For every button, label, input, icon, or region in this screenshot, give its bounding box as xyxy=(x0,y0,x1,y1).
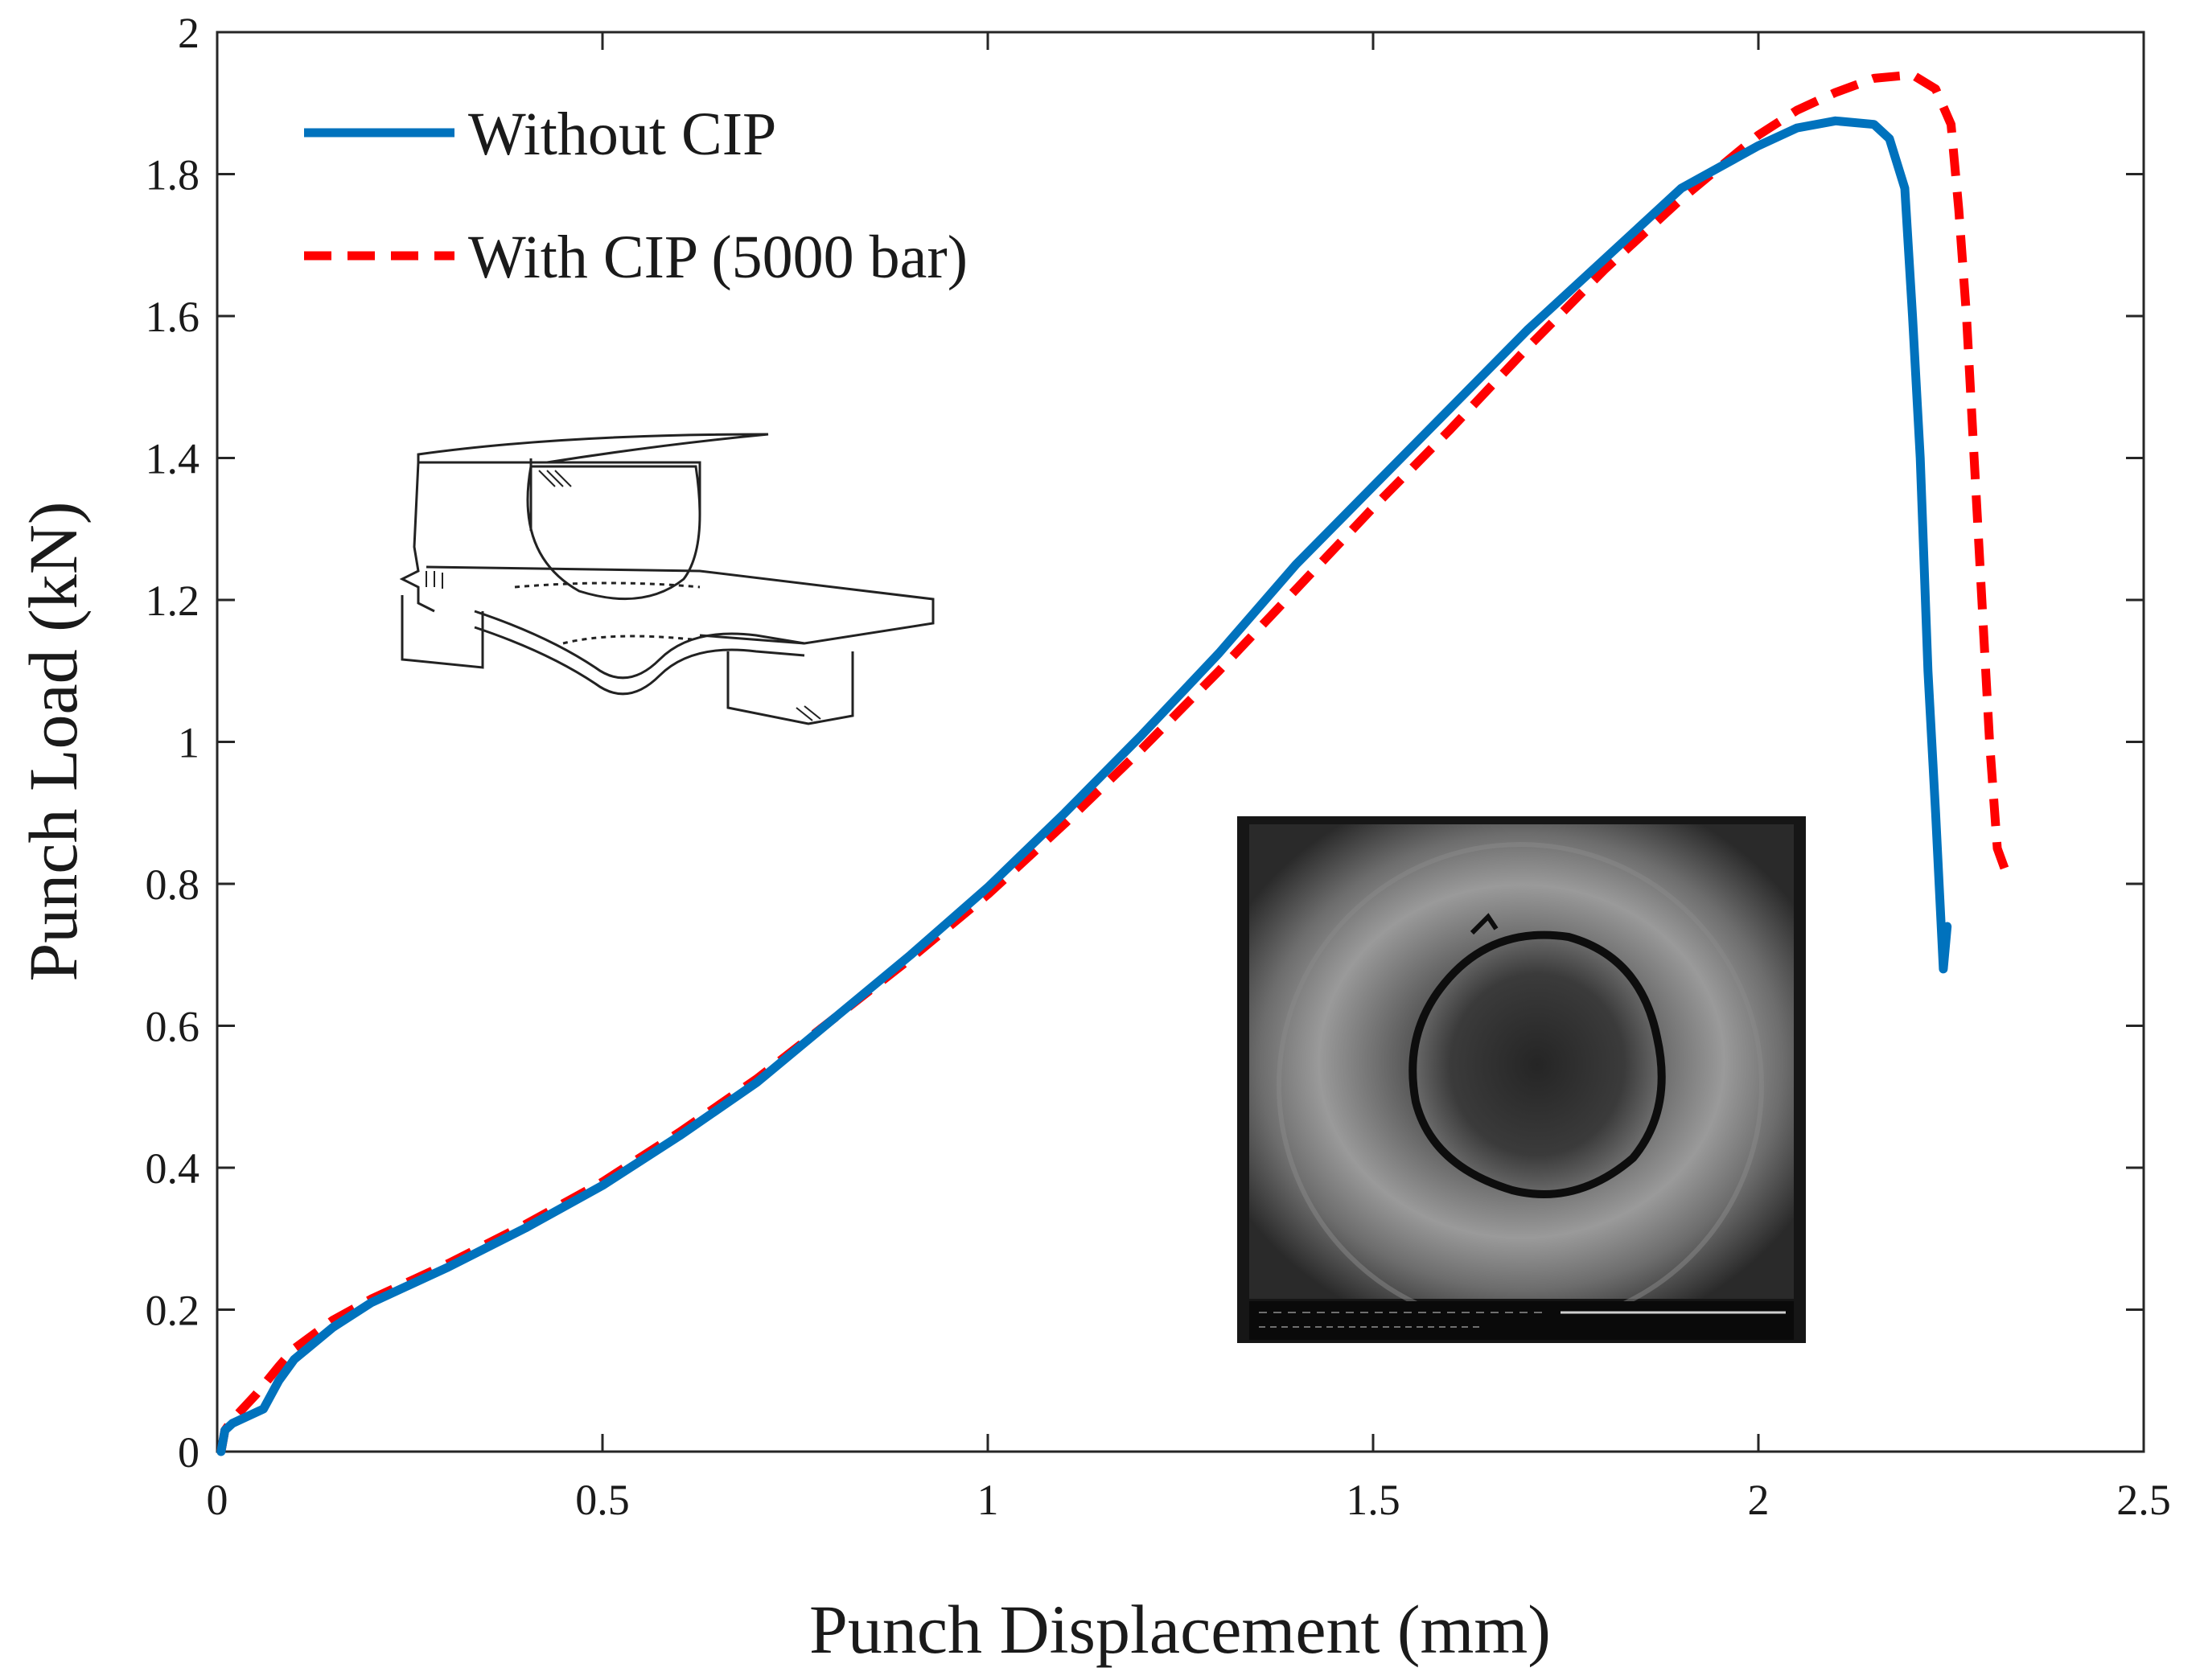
x-tick-label: 2 xyxy=(1748,1476,1770,1524)
y-axis-title: Punch Load (kN) xyxy=(14,501,92,981)
x-tick-label: 0 xyxy=(207,1476,228,1524)
schematic-inset xyxy=(399,433,935,725)
y-tick-label: 2 xyxy=(178,9,199,57)
series-line-without-cip xyxy=(216,116,1952,1456)
x-tick-label: 1.5 xyxy=(1346,1476,1400,1524)
legend-label-with-cip: With CIP (5000 bar) xyxy=(468,224,968,291)
y-tick-label: 0.2 xyxy=(146,1287,200,1335)
x-tick-label: 1 xyxy=(977,1476,999,1524)
sem-inset xyxy=(1237,816,1806,1343)
y-tick-label: 1.2 xyxy=(146,577,200,625)
x-tick-label: 0.5 xyxy=(575,1476,630,1524)
x-axis-title: Punch Displacement (mm) xyxy=(809,1591,1551,1668)
y-tick-label: 1.6 xyxy=(146,293,200,341)
y-tick-label: 0 xyxy=(178,1428,199,1477)
series-line-with-cip xyxy=(216,70,2013,1452)
y-tick-label: 0.4 xyxy=(146,1144,200,1193)
y-axis-ticks: 0 0.2 0.4 0.6 0.8 1 1.2 1.4 1.6 1.8 2 xyxy=(146,9,2144,1477)
legend-label-without-cip: Without CIP xyxy=(468,101,776,168)
x-axis-ticks: 0 0.5 1 1.5 2 2.5 xyxy=(207,32,2171,1524)
y-tick-label: 1.8 xyxy=(146,151,200,199)
x-tick-label: 2.5 xyxy=(2116,1476,2171,1524)
y-tick-label: 1.4 xyxy=(146,435,200,483)
y-tick-label: 0.8 xyxy=(146,861,200,909)
legend: Without CIP With CIP (5000 bar) xyxy=(304,101,968,291)
y-tick-label: 0.6 xyxy=(146,1003,200,1051)
y-tick-label: 1 xyxy=(178,719,199,767)
